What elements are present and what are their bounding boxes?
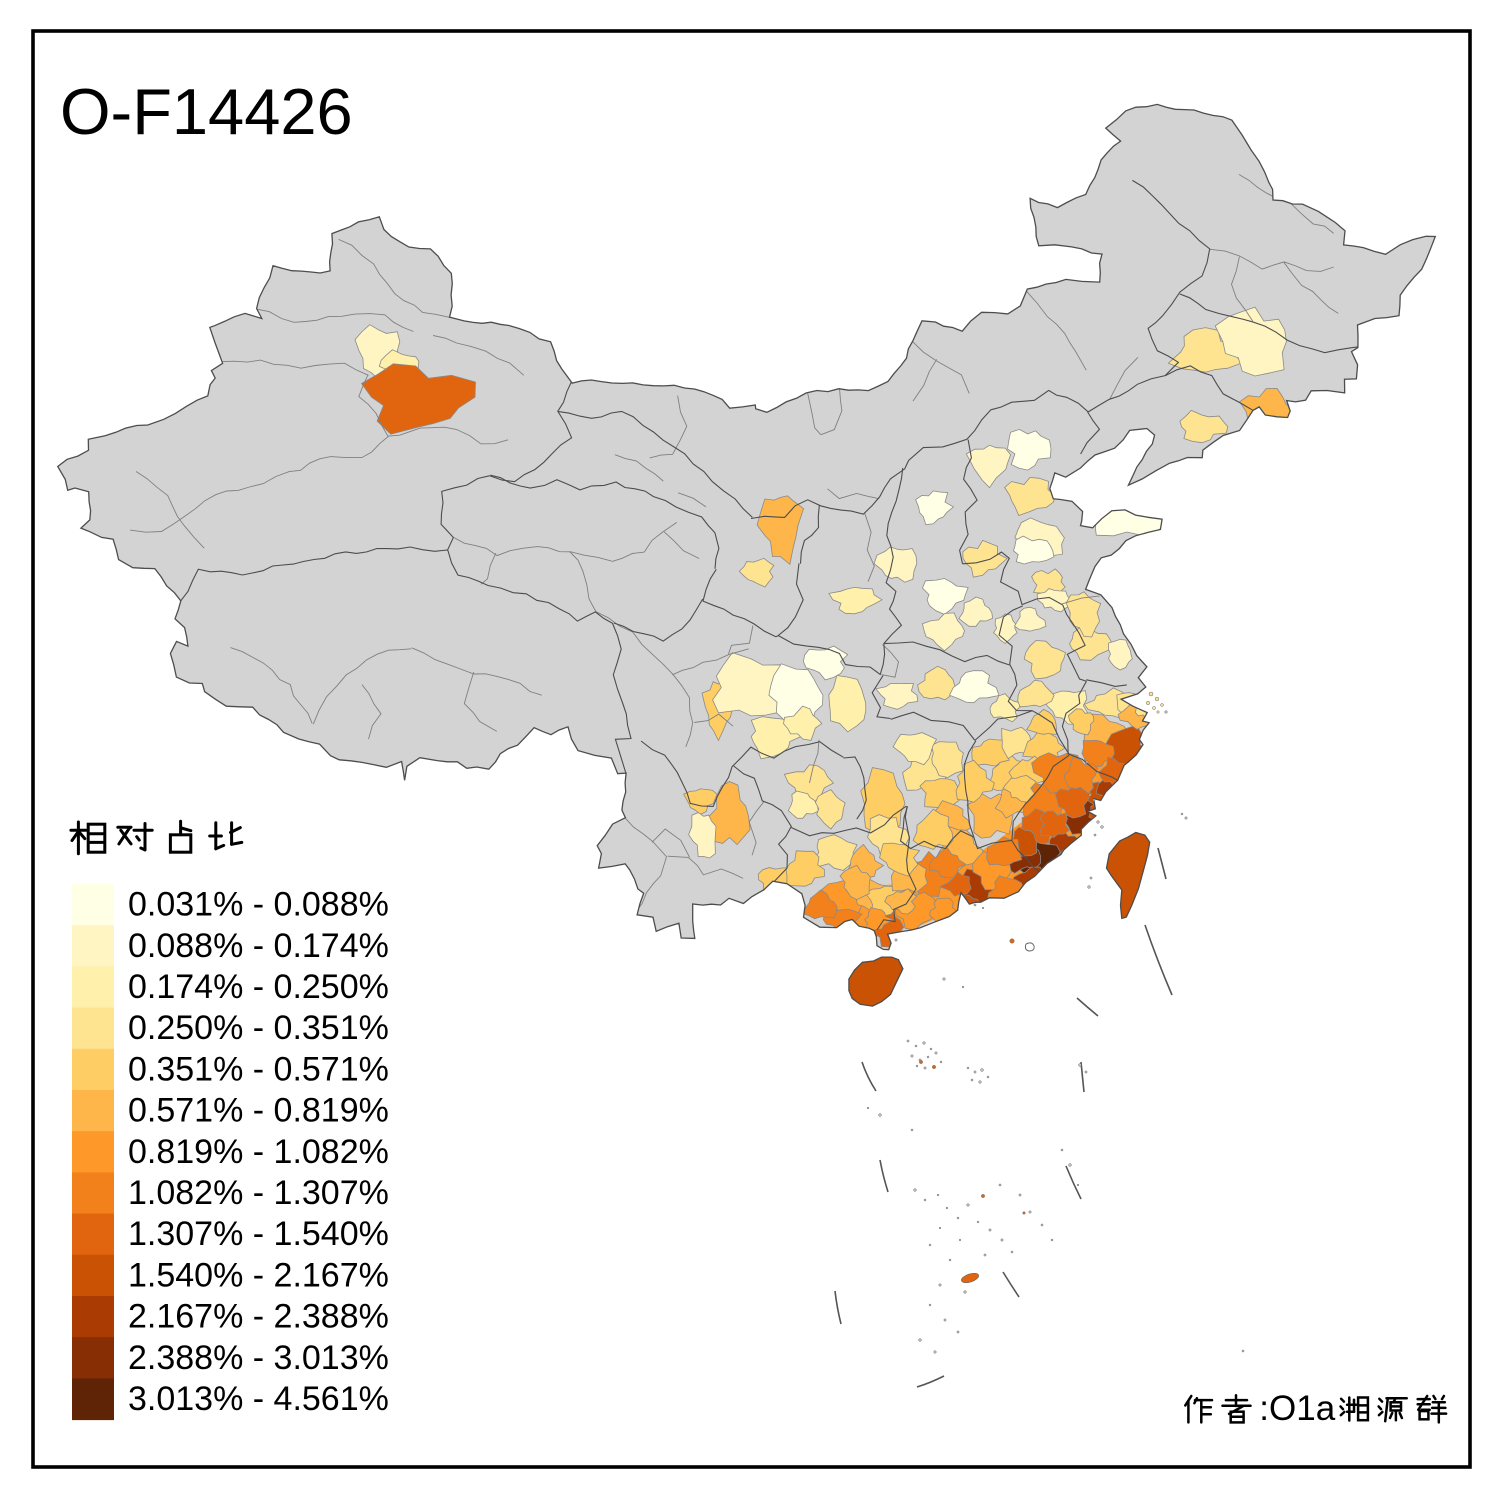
svg-text:O-F14426: O-F14426 [60,75,353,148]
svg-text:0.174% - 0.250%: 0.174% - 0.250% [128,968,389,1006]
svg-text:1.082% - 1.307%: 1.082% - 1.307% [128,1174,389,1212]
svg-text:0.250% - 0.351%: 0.250% - 0.351% [128,1009,389,1047]
svg-text:3.013% - 4.561%: 3.013% - 4.561% [128,1380,389,1418]
svg-text:0.351% - 0.571%: 0.351% - 0.571% [128,1050,389,1088]
svg-text:2.167% - 2.388%: 2.167% - 2.388% [128,1298,389,1336]
svg-text:0.088% - 0.174%: 0.088% - 0.174% [128,927,389,965]
svg-text:0.819% - 1.082%: 0.819% - 1.082% [128,1133,389,1171]
svg-text:0.571% - 0.819%: 0.571% - 0.819% [128,1092,389,1130]
svg-text:2.388% - 3.013%: 2.388% - 3.013% [128,1339,389,1377]
svg-text:1.540% - 2.167%: 1.540% - 2.167% [128,1256,389,1294]
svg-text:0.031% - 0.088%: 0.031% - 0.088% [128,886,389,924]
svg-text:1.307% - 1.540%: 1.307% - 1.540% [128,1215,389,1253]
svg-text::O1a: :O1a [1259,1389,1335,1428]
